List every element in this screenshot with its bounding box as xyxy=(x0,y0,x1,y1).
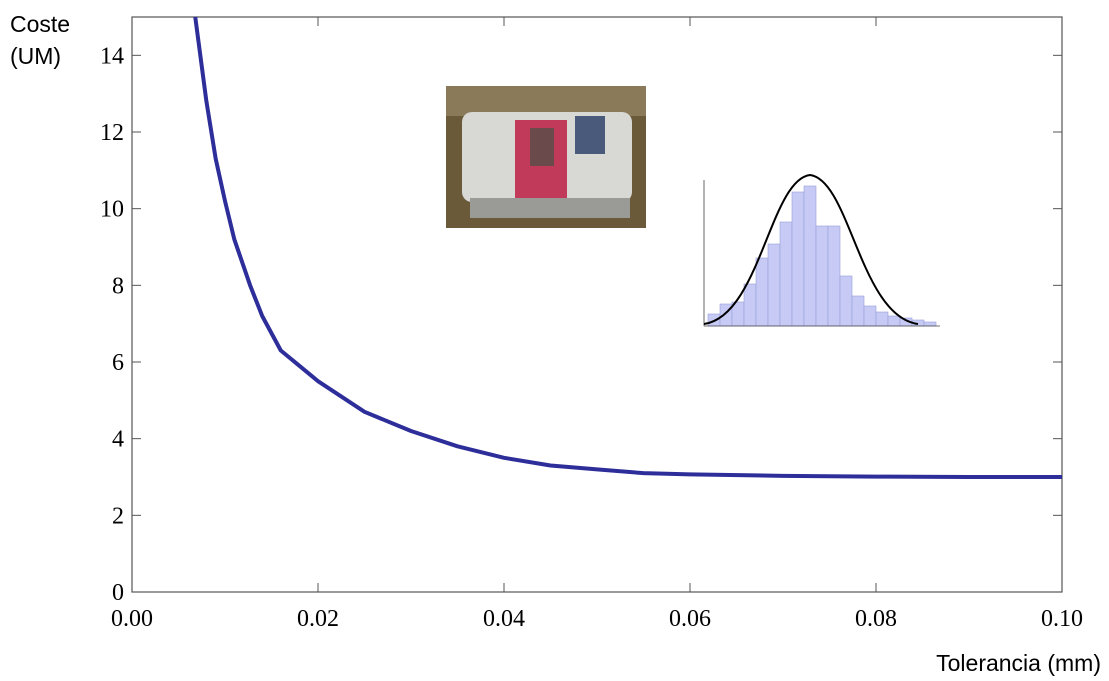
y-tick-label: 0 xyxy=(112,580,124,606)
lathe-photo xyxy=(446,86,646,228)
y-axis-label: Coste (UM) xyxy=(10,11,71,69)
y-tick-label: 8 xyxy=(112,273,124,299)
y-tick-label: 10 xyxy=(100,197,124,223)
x-tick-label: 0.06 xyxy=(669,606,711,632)
data-line xyxy=(193,16,1062,479)
x-tick-label: 0.00 xyxy=(111,606,153,632)
x-tick-label: 0.10 xyxy=(1041,606,1083,632)
y-tick-label: 12 xyxy=(100,120,124,146)
x-tick-label: 0.02 xyxy=(297,606,339,632)
y-tick-label: 14 xyxy=(100,43,124,69)
x-tick-label: 0.04 xyxy=(483,606,525,632)
x-tick-label: 0.08 xyxy=(855,606,897,632)
x-axis-label: Tolerancia (mm) xyxy=(936,650,1101,676)
y-tick-label: 6 xyxy=(112,350,124,376)
plot-frame xyxy=(131,16,1063,593)
y-tick-label: 2 xyxy=(112,503,124,529)
histogram-inset xyxy=(703,173,940,327)
y-tick-label: 4 xyxy=(112,427,124,453)
